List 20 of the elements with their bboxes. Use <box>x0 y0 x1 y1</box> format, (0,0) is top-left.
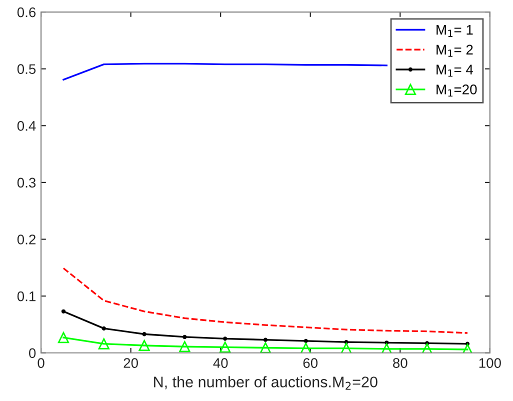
x-tick-label: 80 <box>393 358 408 368</box>
x-tick-label: 60 <box>303 358 318 368</box>
y-tick-label: 0.2 <box>17 234 36 244</box>
legend-label: M$_{1}$=20 <box>436 84 477 97</box>
x-tick-label: 20 <box>124 358 138 368</box>
legend-label: M$_{1}$= 1 <box>436 25 473 37</box>
x-tick-label: 40 <box>213 358 228 368</box>
line-series <box>62 267 468 334</box>
y-tick-label: 0.6 <box>17 7 36 18</box>
x-tick-label: 100 <box>479 358 501 368</box>
y-tick-label: 0 <box>29 348 36 358</box>
y-tick-label: 0.3 <box>17 178 36 188</box>
x-axis-title: N, the number of auctions.M$_{2}$=20 <box>154 376 378 390</box>
line-series <box>62 62 388 80</box>
legend-label: M$_{1}$= 2 <box>436 44 473 57</box>
y-tick-label: 0.5 <box>17 64 36 74</box>
y-tick-label: 0.1 <box>17 291 36 302</box>
y-tick-label: 0.4 <box>17 120 36 131</box>
legend-label: M$_{1}$= 4 <box>436 64 474 77</box>
x-tick-label: 0 <box>38 358 44 368</box>
